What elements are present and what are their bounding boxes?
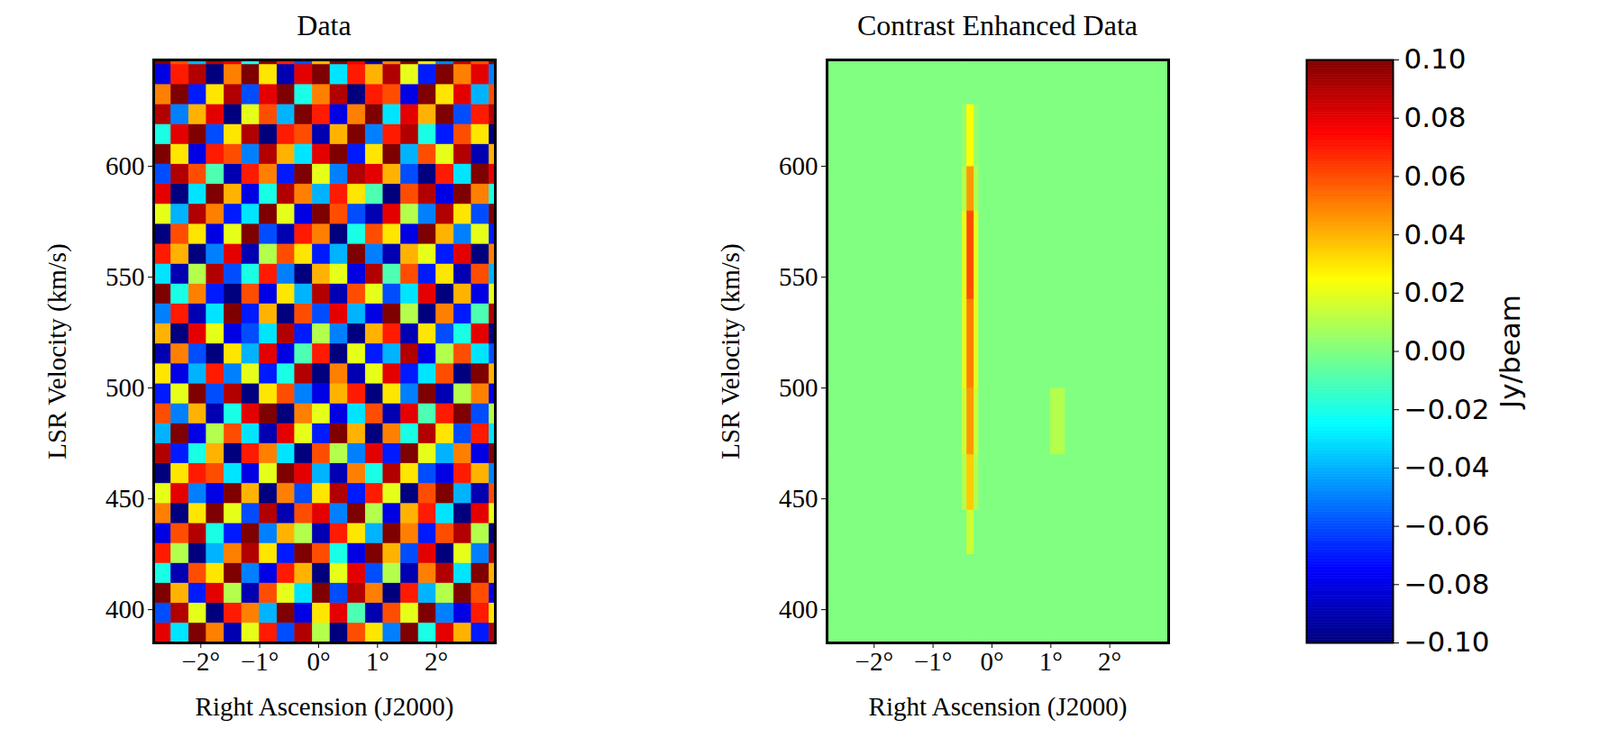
svg-text:500: 500: [105, 373, 146, 403]
svg-text:−0.02: −0.02: [1404, 393, 1491, 426]
svg-text:−2°: −2°: [855, 647, 894, 677]
svg-text:LSR Velocity (km/s): LSR Velocity (km/s): [715, 243, 746, 460]
svg-text:550: 550: [778, 262, 819, 292]
svg-text:−1°: −1°: [240, 647, 279, 677]
svg-text:0.06: 0.06: [1404, 159, 1467, 192]
svg-text:400: 400: [105, 594, 146, 624]
html-text:Data: Data: [296, 9, 352, 42]
svg-text:0.10: 0.10: [1404, 42, 1467, 75]
svg-text:Right Ascension (J2000): Right Ascension (J2000): [195, 692, 455, 723]
svg-text:Jy/beam: Jy/beam: [1493, 294, 1527, 411]
svg-text:1°: 1°: [1039, 647, 1063, 677]
svg-text:450: 450: [105, 484, 146, 513]
svg-text:0°: 0°: [306, 647, 330, 677]
svg-text:1°: 1°: [365, 647, 390, 677]
svg-text:0.02: 0.02: [1404, 275, 1467, 309]
svg-text:−0.04: −0.04: [1404, 450, 1491, 484]
svg-text:2°: 2°: [424, 647, 448, 677]
svg-text:450: 450: [778, 484, 819, 513]
svg-text:Right Ascension (J2000): Right Ascension (J2000): [868, 692, 1128, 723]
svg-text:−0.08: −0.08: [1404, 567, 1491, 601]
html-text:Contrast Enhanced Data: Contrast Enhanced Data: [857, 9, 1138, 42]
svg-text:2°: 2°: [1097, 647, 1122, 677]
svg-text:400: 400: [778, 594, 819, 624]
svg-text:−0.10: −0.10: [1404, 625, 1491, 659]
svg-text:600: 600: [778, 151, 819, 181]
svg-text:−0.06: −0.06: [1404, 509, 1491, 542]
svg-text:0.04: 0.04: [1404, 218, 1467, 251]
svg-text:0.00: 0.00: [1404, 334, 1467, 367]
svg-text:LSR Velocity (km/s): LSR Velocity (km/s): [42, 243, 73, 460]
svg-text:0°: 0°: [979, 647, 1004, 677]
svg-text:600: 600: [105, 151, 146, 181]
svg-text:−1°: −1°: [914, 647, 952, 677]
svg-text:500: 500: [778, 373, 819, 403]
svg-text:−2°: −2°: [182, 647, 220, 677]
svg-text:0.08: 0.08: [1404, 100, 1467, 134]
svg-text:550: 550: [105, 262, 146, 292]
